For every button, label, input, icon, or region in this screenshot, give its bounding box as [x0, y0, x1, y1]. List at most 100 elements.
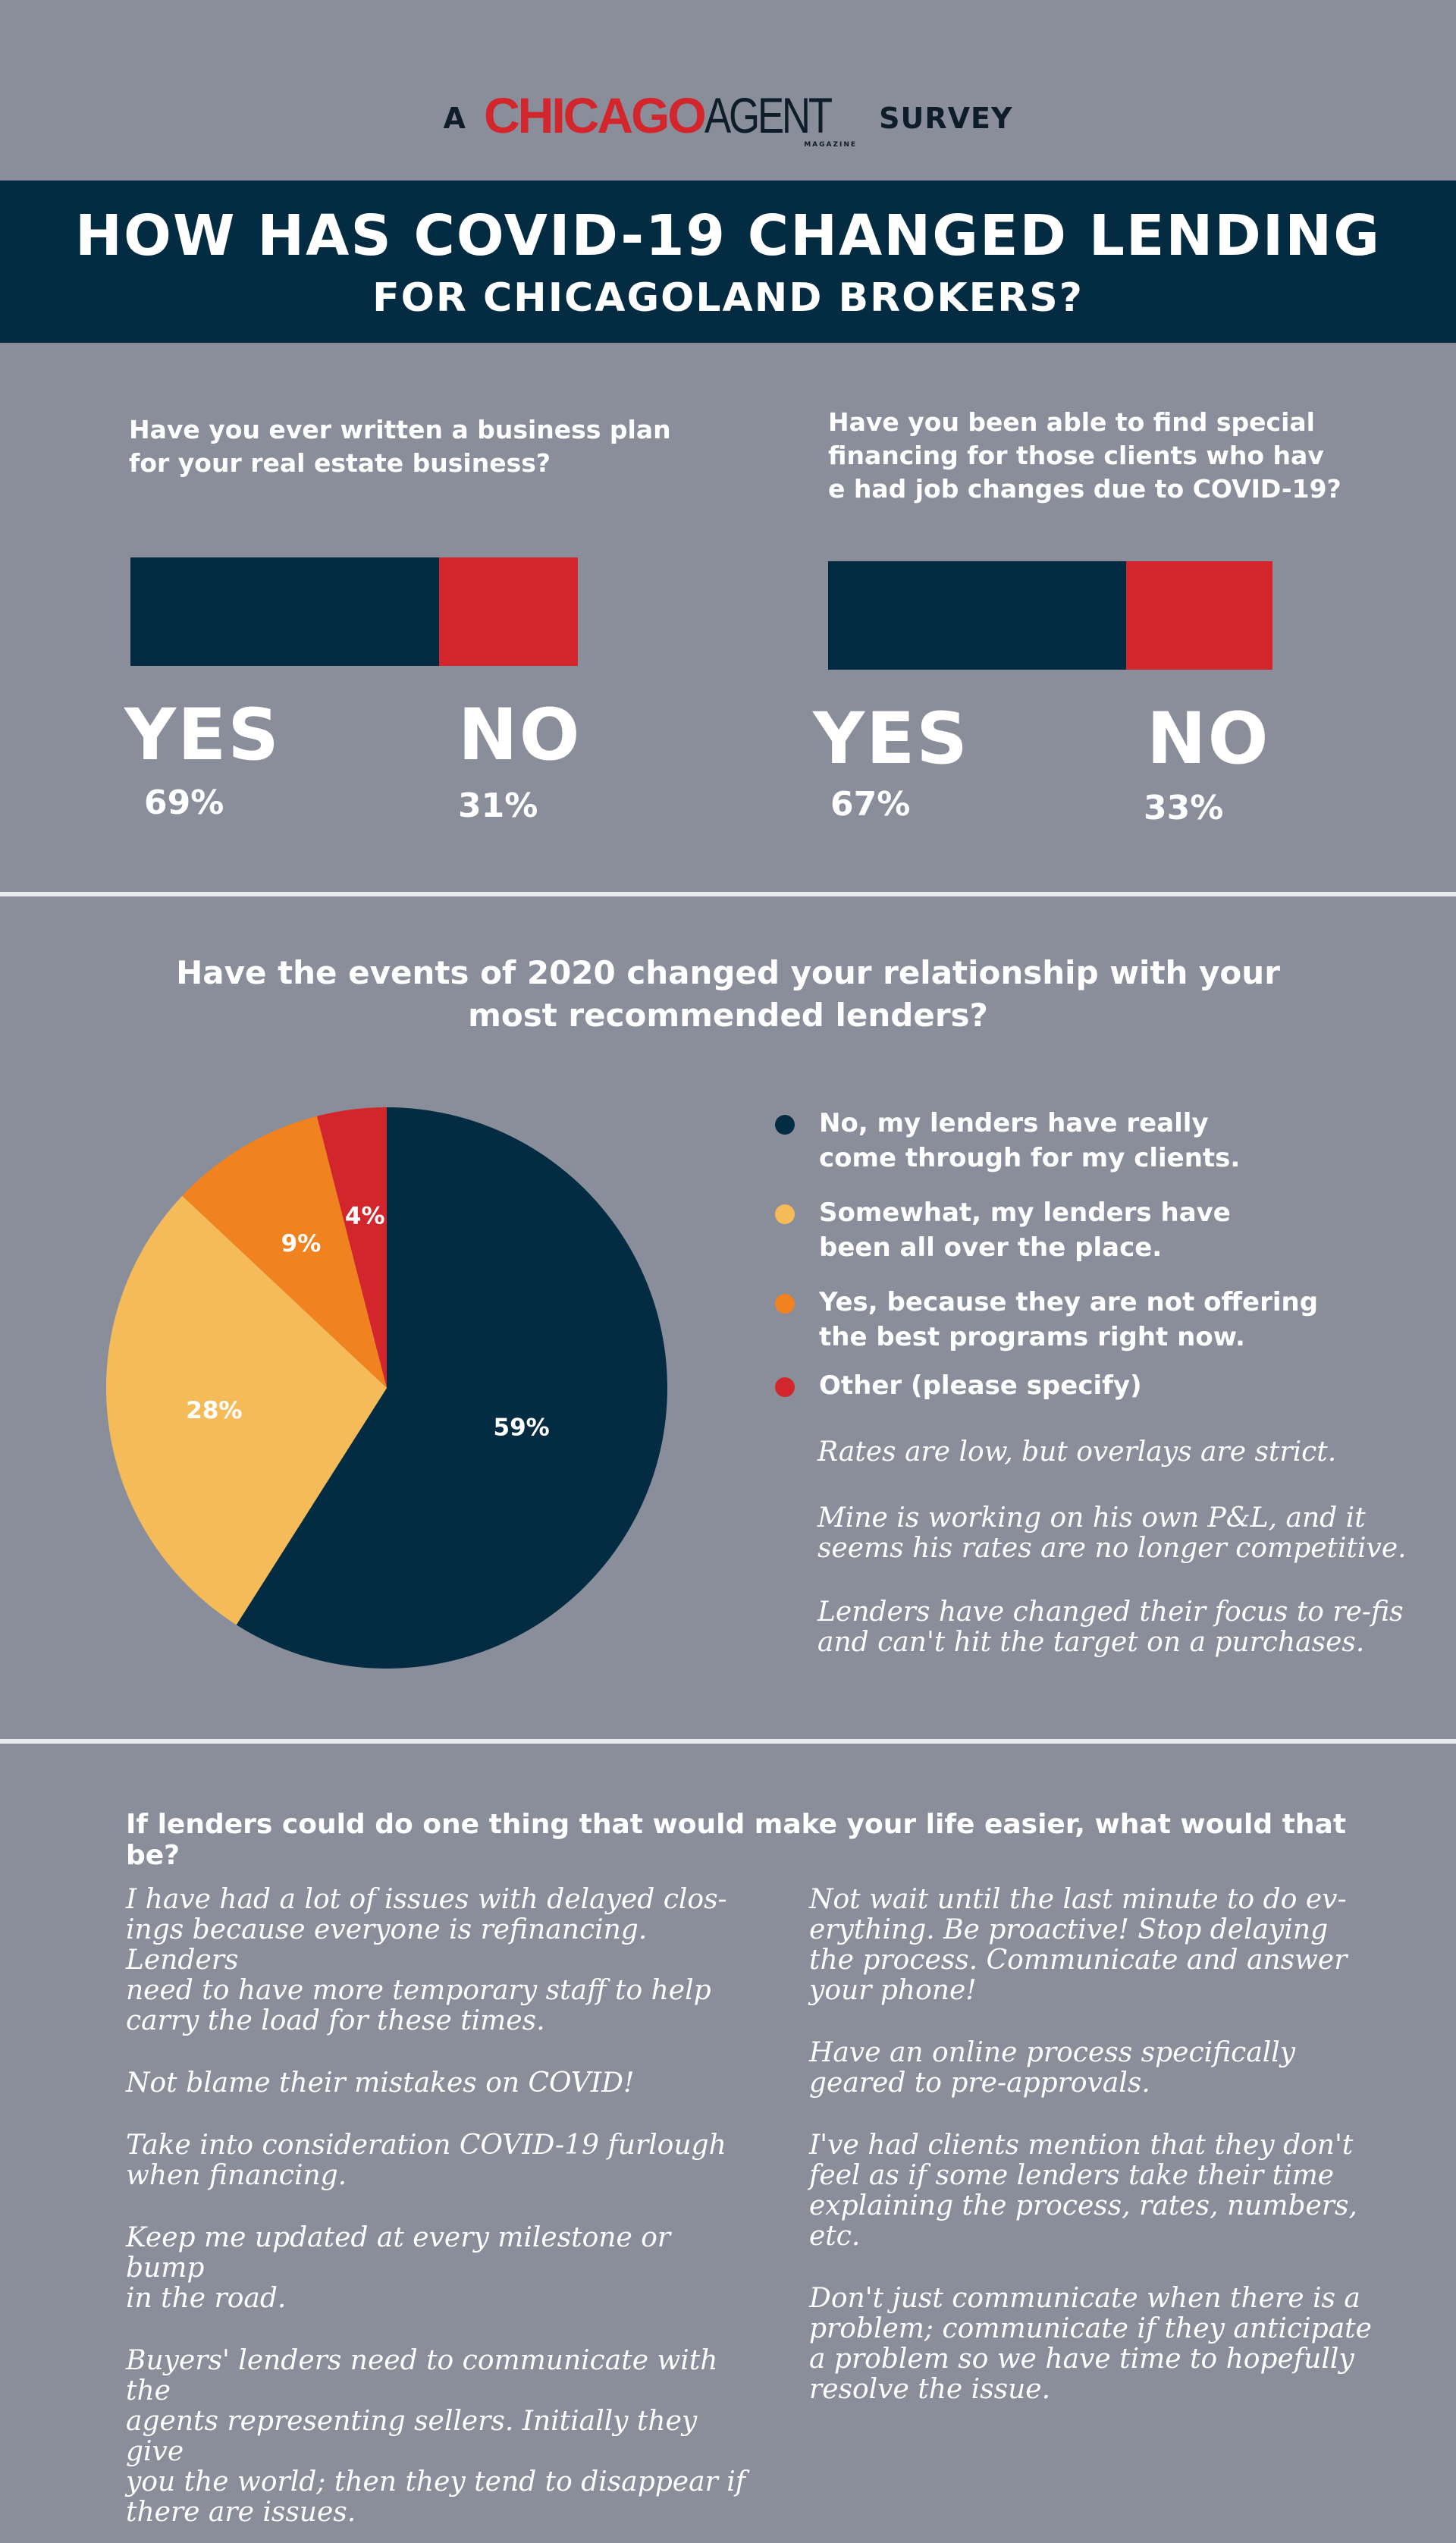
legend-text: Other (please specify)	[819, 1370, 1142, 1401]
answer-quote: Keep me updated at every milestone or bu…	[126, 2223, 755, 2314]
answer-line: Not blame their mistakes on COVID!	[126, 2067, 635, 2099]
answer-line: feel as if some lenders take their time	[809, 2160, 1335, 2191]
brand-suffix: SURVEY	[879, 102, 1013, 135]
answer-quote: Don't just communicate when there is a pr…	[809, 2284, 1439, 2405]
legend-text: come through for my clients.	[819, 1143, 1241, 1173]
stacked-bar-2	[828, 561, 1272, 670]
answer-line: you the world; then they tend to disappe…	[126, 2466, 746, 2497]
legend-dot-orange	[775, 1294, 795, 1314]
logo-magazine: MAGAZINE	[804, 141, 858, 149]
bar-1-no-value: 31%	[458, 786, 538, 825]
other-response: Lenders have changed their focus to re-f…	[817, 1597, 1424, 1658]
bar-1-no-label: NO	[458, 694, 582, 777]
bar-2-yes-label: YES	[813, 698, 969, 780]
legend-item-yes: Yes, because they are not offering the b…	[775, 1285, 1397, 1355]
answer-quote: Buyers' lenders need to communicate with…	[126, 2346, 755, 2528]
bar-1-yes-label: YES	[124, 694, 281, 777]
answer-line: I've had clients mention that they don't	[809, 2130, 1354, 2161]
bar-1-yes-value: 69%	[144, 783, 224, 822]
question-3-line: most recommended lenders?	[468, 997, 988, 1034]
question-4: If lenders could do one thing that would…	[126, 1809, 1347, 1871]
legend-dot-navy	[775, 1115, 795, 1135]
logo-agent: AGENT	[704, 87, 833, 143]
bar-2-no-label: NO	[1147, 698, 1270, 780]
answer-line: in the road.	[126, 2283, 287, 2314]
answer-line: carry the load for these times.	[126, 2005, 545, 2036]
bar-2-yes-value: 67%	[830, 785, 911, 824]
answer-line: I have had a lot of issues with delayed …	[126, 1884, 727, 1915]
answer-line: there are issues.	[126, 2497, 356, 2528]
legend-dot-yellow	[775, 1204, 795, 1224]
header-subtitle: FOR CHICAGOLAND BROKERS?	[372, 275, 1084, 321]
bar-2-yes-segment	[828, 561, 1126, 670]
answer-quote: Not blame their mistakes on COVID!	[126, 2068, 755, 2099]
question-1: Have you ever written a business plan fo…	[129, 413, 736, 480]
legend-item-other: Other (please specify)	[775, 1368, 1397, 1403]
other-response-line: seems his rates are no longer competitiv…	[817, 1533, 1407, 1564]
question-3: Have the events of 2020 changed your rel…	[0, 952, 1456, 1037]
section-divider	[0, 1739, 1456, 1744]
pie-slice-no	[236, 1107, 667, 1669]
legend-text: No, my lenders have really	[819, 1108, 1209, 1138]
bar-2-no-segment	[1125, 561, 1272, 670]
answer-line: problem; communicate if they anticipate	[809, 2313, 1372, 2344]
answer-quote: Have an online process specifically geare…	[809, 2038, 1439, 2099]
answer-quote: I have had a lot of issues with delayed …	[126, 1885, 755, 2036]
answer-quote: I've had clients mention that they don't…	[809, 2130, 1439, 2252]
answer-quote: Not wait until the last minute to do ev-…	[809, 1885, 1439, 2006]
pie-slice-somewhat	[105, 1195, 387, 1625]
answer-line: Don't just communicate when there is a	[809, 2283, 1360, 2314]
bar-2-no-value: 33%	[1144, 789, 1224, 827]
answer-line: Have an online process specifically	[809, 2037, 1296, 2068]
chicago-agent-logo: CHICAGOAGENT MAGAZINE	[484, 86, 861, 149]
logo-chicago: CHICAGO	[484, 87, 707, 143]
brand-line: A CHICAGOAGENT MAGAZINE SURVEY	[0, 86, 1456, 149]
question-1-line: for your real estate business?	[129, 448, 551, 478]
question-2-line: Have you been able to find special	[828, 407, 1315, 437]
legend-dot-red	[775, 1377, 795, 1397]
other-response: Rates are low, but overlays are strict.	[817, 1437, 1424, 1468]
header-band: HOW HAS COVID-19 CHANGED LENDING FOR CHI…	[0, 181, 1456, 343]
answer-line: Not wait until the last minute to do ev-	[809, 1884, 1347, 1915]
legend-text: the best programs right now.	[819, 1322, 1245, 1352]
answer-line: agents representing sellers. Initially t…	[126, 2406, 698, 2467]
question-2: Have you been able to find special finan…	[828, 406, 1404, 506]
question-2-line: financing for those clients who hav	[828, 441, 1324, 470]
header-title: HOW HAS COVID-19 CHANGED LENDING	[75, 203, 1381, 268]
answer-line: when financing.	[126, 2160, 347, 2191]
pie-chart: 59% 28% 9% 4%	[105, 1107, 667, 1669]
answer-line: etc.	[809, 2221, 861, 2252]
answers-left-column: I have had a lot of issues with delayed …	[126, 1885, 755, 2543]
question-2-line: e had job changes due to COVID-19?	[828, 474, 1341, 504]
answer-line: need to have more temporary staff to hel…	[126, 1975, 711, 2006]
pie-slice-label: 59%	[494, 1414, 550, 1442]
legend-item-somewhat: Somewhat, my lenders have been all over …	[775, 1195, 1397, 1265]
question-1-line: Have you ever written a business plan	[129, 415, 671, 444]
answer-line: the process. Communicate and answer	[809, 1945, 1348, 1976]
other-response-line: Mine is working on his own P&L, and it	[817, 1502, 1366, 1534]
other-response-line: Lenders have changed their focus to re-f…	[817, 1596, 1404, 1628]
answer-line: Take into consideration COVID-19 furloug…	[126, 2130, 726, 2161]
question-3-line: Have the events of 2020 changed your rel…	[176, 954, 1280, 991]
bar-1-no-segment	[439, 557, 578, 666]
brand-prefix: A	[443, 102, 466, 135]
stacked-bar-1	[130, 557, 578, 666]
legend-text: been all over the place.	[819, 1232, 1163, 1263]
bar-1-yes-segment	[130, 557, 440, 666]
other-response-line: and can't hit the target on a purchases.	[817, 1627, 1365, 1658]
answer-line: a problem so we have time to hopefully	[809, 2344, 1354, 2375]
pie-slice-yes	[182, 1116, 387, 1388]
pie-slice-label: 4%	[345, 1202, 385, 1229]
pie-slice-label: 28%	[186, 1397, 242, 1424]
answer-line: resolve the issue.	[809, 2374, 1051, 2405]
section-divider	[0, 892, 1456, 896]
answer-line: ings because everyone is refinancing. Le…	[126, 1914, 648, 1976]
answer-line: explaining the process, rates, numbers,	[809, 2190, 1357, 2221]
answer-line: geared to pre-approvals.	[809, 2067, 1150, 2099]
pie-slice-other	[316, 1107, 387, 1388]
legend-item-no: No, my lenders have really come through …	[775, 1106, 1397, 1176]
answers-right-column: Not wait until the last minute to do ev-…	[809, 1885, 1439, 2437]
other-response: Mine is working on his own P&L, and it s…	[817, 1503, 1424, 1564]
answer-line: Keep me updated at every milestone or bu…	[126, 2222, 671, 2284]
answer-line: your phone!	[809, 1975, 977, 2006]
